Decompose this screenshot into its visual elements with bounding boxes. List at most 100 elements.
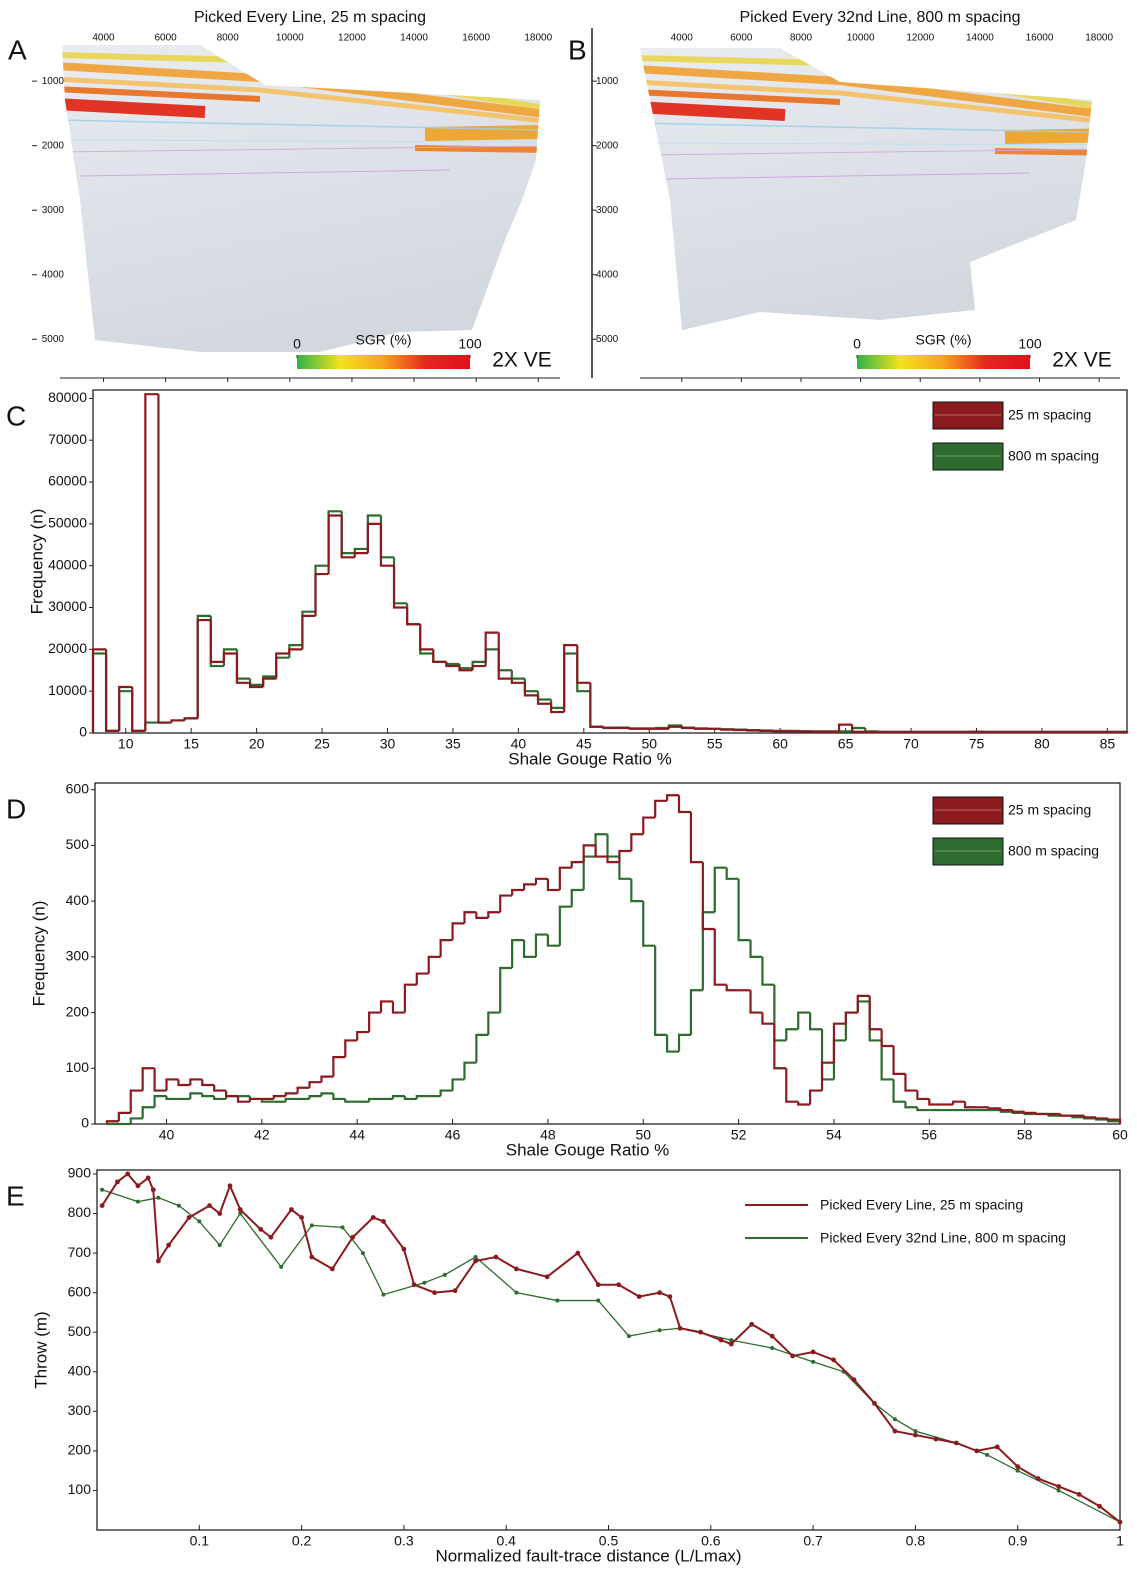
y-tick-label: 400 (68, 1362, 92, 1378)
histogram-step (308, 1095, 322, 1099)
x-tick-label: 6000 (730, 33, 753, 44)
histogram-step (458, 663, 473, 670)
x-tick-label: 18000 (524, 33, 552, 44)
histogram-step (725, 867, 739, 880)
histogram-step (785, 1028, 799, 1041)
horizon (640, 101, 786, 121)
histogram-step (392, 557, 408, 605)
histogram-step (165, 1096, 179, 1101)
histogram-step (820, 1061, 834, 1091)
series-point (575, 1250, 581, 1256)
histogram-step (987, 1107, 1001, 1110)
histogram-step (868, 995, 882, 1031)
x-tick-label: 54 (826, 1127, 842, 1143)
series-point (616, 1282, 622, 1288)
histogram-step (104, 653, 120, 733)
histogram-step (963, 1101, 977, 1109)
histogram-step (157, 394, 172, 724)
colorbar-label: SGR (%) (916, 332, 972, 348)
histogram-step (487, 911, 501, 918)
histogram-step (391, 1095, 405, 1099)
histogram-step (332, 1093, 346, 1101)
histogram-step (511, 888, 525, 896)
x-tick-label: 0.2 (292, 1533, 312, 1549)
x-tick-label: 52 (731, 1127, 747, 1143)
histogram-step (563, 652, 578, 708)
panel-title: Picked Every Line, 25 m spacing (194, 9, 426, 26)
histogram-step (904, 1101, 918, 1109)
histogram-step (327, 514, 342, 575)
histogram-step (773, 984, 787, 1042)
histogram-step (439, 1089, 453, 1097)
histogram-step (144, 721, 159, 731)
histogram-step (222, 652, 237, 662)
histogram-step (284, 1097, 298, 1102)
series-point (227, 1183, 233, 1189)
series-point (596, 1298, 601, 1303)
y-tick-label: 500 (68, 1323, 92, 1339)
horizon (62, 139, 540, 143)
histogram-step (832, 1039, 846, 1080)
histogram-step (475, 1033, 489, 1063)
histogram-step (344, 1039, 358, 1058)
histogram-step (628, 727, 643, 730)
histogram-step (463, 911, 477, 924)
series-point (811, 1359, 816, 1364)
histogram-step (499, 894, 513, 913)
histogram-step (677, 795, 691, 814)
series-point (176, 1203, 181, 1208)
legend-swatch (932, 442, 1004, 471)
x-tick-label: 15 (183, 736, 199, 752)
histogram-step (630, 878, 644, 903)
y-tick-label: 5000 (596, 334, 619, 345)
histogram-step (522, 940, 536, 958)
series-point (749, 1321, 755, 1327)
histogram-step (129, 1089, 143, 1113)
y-tick-label: 10000 (48, 682, 87, 698)
series-point (790, 1353, 796, 1359)
series-point (329, 1266, 335, 1272)
histogram-step (558, 866, 572, 890)
legend-swatch (932, 401, 1004, 430)
x-tick-label: 35 (445, 736, 461, 752)
histogram-step (880, 1029, 894, 1048)
histogram-step (105, 1120, 119, 1124)
x-tick-label: 56 (922, 1127, 938, 1143)
histogram-step (415, 1095, 429, 1099)
histogram-step (844, 1011, 858, 1041)
histogram-step (165, 1078, 179, 1091)
histogram-step (563, 644, 578, 713)
histogram-step (797, 1101, 811, 1106)
series-point (718, 1337, 724, 1343)
histogram-step (1035, 1112, 1049, 1116)
series-point (309, 1254, 315, 1260)
histogram-step (248, 678, 264, 686)
histogram-step (576, 645, 591, 684)
series-point (514, 1290, 519, 1295)
histogram-step (320, 1092, 334, 1097)
histogram-step (761, 956, 775, 986)
x-tick-label: 25 (314, 736, 330, 752)
panel-label: B (568, 34, 587, 65)
y-tick-label: 20000 (48, 640, 87, 656)
histogram-step (209, 615, 224, 668)
histogram-step (594, 833, 608, 857)
histogram-step (497, 649, 512, 672)
colorbar (297, 355, 470, 369)
histogram-step (301, 614, 316, 650)
colorbar-tick-label: 100 (458, 336, 482, 352)
histogram-step (761, 1012, 775, 1025)
y-tick-label: 0 (81, 1115, 89, 1131)
histogram-step (534, 877, 548, 885)
histogram-step (439, 939, 453, 957)
histogram-step (1106, 1118, 1122, 1124)
histogram-step (510, 670, 525, 680)
x-tick-label: 60 (1112, 1127, 1128, 1143)
series-point (1015, 1464, 1021, 1470)
series-point (1015, 1468, 1020, 1473)
histogram-step (353, 552, 368, 558)
y-tick-label: 50000 (48, 515, 87, 531)
horizon (62, 98, 206, 118)
histogram-step (892, 1079, 906, 1103)
series-point (1076, 1491, 1082, 1497)
